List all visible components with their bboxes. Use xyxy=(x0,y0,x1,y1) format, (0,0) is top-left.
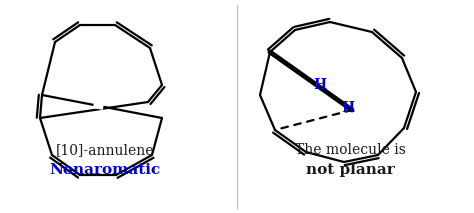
Text: H: H xyxy=(313,78,327,92)
Text: H: H xyxy=(341,101,355,115)
Text: The molecule is: The molecule is xyxy=(294,143,405,157)
Text: [10]-annulene: [10]-annulene xyxy=(56,143,154,157)
Text: Nonaromatic: Nonaromatic xyxy=(49,163,161,177)
Text: not planar: not planar xyxy=(306,163,394,177)
